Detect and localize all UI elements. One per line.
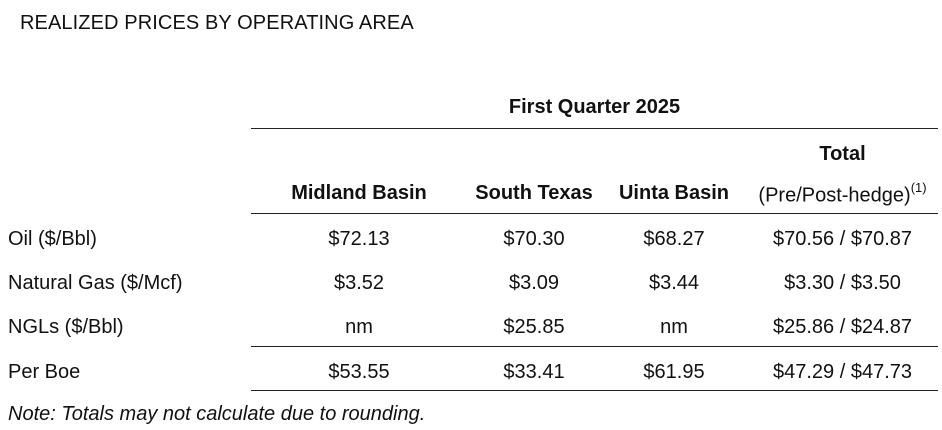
column-header-south-texas: South Texas bbox=[475, 182, 593, 204]
rounding-note: Note: Totals may not calculate due to ro… bbox=[8, 403, 426, 425]
subtotal-rule bbox=[251, 346, 938, 347]
section-header-rule bbox=[251, 128, 938, 129]
cell-gas-uinta: $3.44 bbox=[648, 272, 700, 294]
total-footnote-marker: (1) bbox=[910, 180, 927, 195]
table-bottom-rule bbox=[251, 390, 938, 391]
cell-oil-midland: $72.13 bbox=[328, 228, 390, 250]
row-label-per-boe: Per Boe bbox=[8, 361, 81, 383]
cell-ngls-south-texas: $25.85 bbox=[503, 316, 565, 338]
row-label-ngls: NGLs ($/Bbl) bbox=[8, 316, 124, 338]
cell-oil-total: $70.56 / $70.87 bbox=[772, 228, 912, 250]
row-label-oil: Oil ($/Bbl) bbox=[8, 228, 97, 250]
page-title: REALIZED PRICES BY OPERATING AREA bbox=[20, 12, 414, 34]
section-header: First Quarter 2025 bbox=[508, 96, 681, 118]
column-header-midland: Midland Basin bbox=[291, 182, 427, 204]
cell-ngls-total: $25.86 / $24.87 bbox=[772, 316, 912, 338]
column-header-rule bbox=[251, 213, 938, 214]
column-header-total-subtitle: (Pre/Post-hedge)(1) bbox=[745, 180, 940, 208]
cell-boe-south-texas: $33.41 bbox=[503, 361, 565, 383]
cell-boe-total: $47.29 / $47.73 bbox=[772, 361, 912, 383]
total-subtitle-text: (Pre/Post-hedge) bbox=[758, 184, 911, 207]
cell-ngls-midland: nm bbox=[345, 316, 373, 338]
cell-oil-south-texas: $70.30 bbox=[503, 228, 565, 250]
column-header-total: Total bbox=[819, 143, 866, 165]
cell-boe-uinta: $61.95 bbox=[643, 361, 705, 383]
cell-gas-total: $3.30 / $3.50 bbox=[784, 272, 901, 294]
column-header-uinta: Uinta Basin bbox=[618, 182, 730, 204]
row-label-natural-gas: Natural Gas ($/Mcf) bbox=[8, 272, 183, 294]
cell-gas-midland: $3.52 bbox=[333, 272, 385, 294]
cell-gas-south-texas: $3.09 bbox=[508, 272, 560, 294]
cell-boe-midland: $53.55 bbox=[328, 361, 390, 383]
cell-oil-uinta: $68.27 bbox=[643, 228, 705, 250]
cell-ngls-uinta: nm bbox=[660, 316, 688, 338]
